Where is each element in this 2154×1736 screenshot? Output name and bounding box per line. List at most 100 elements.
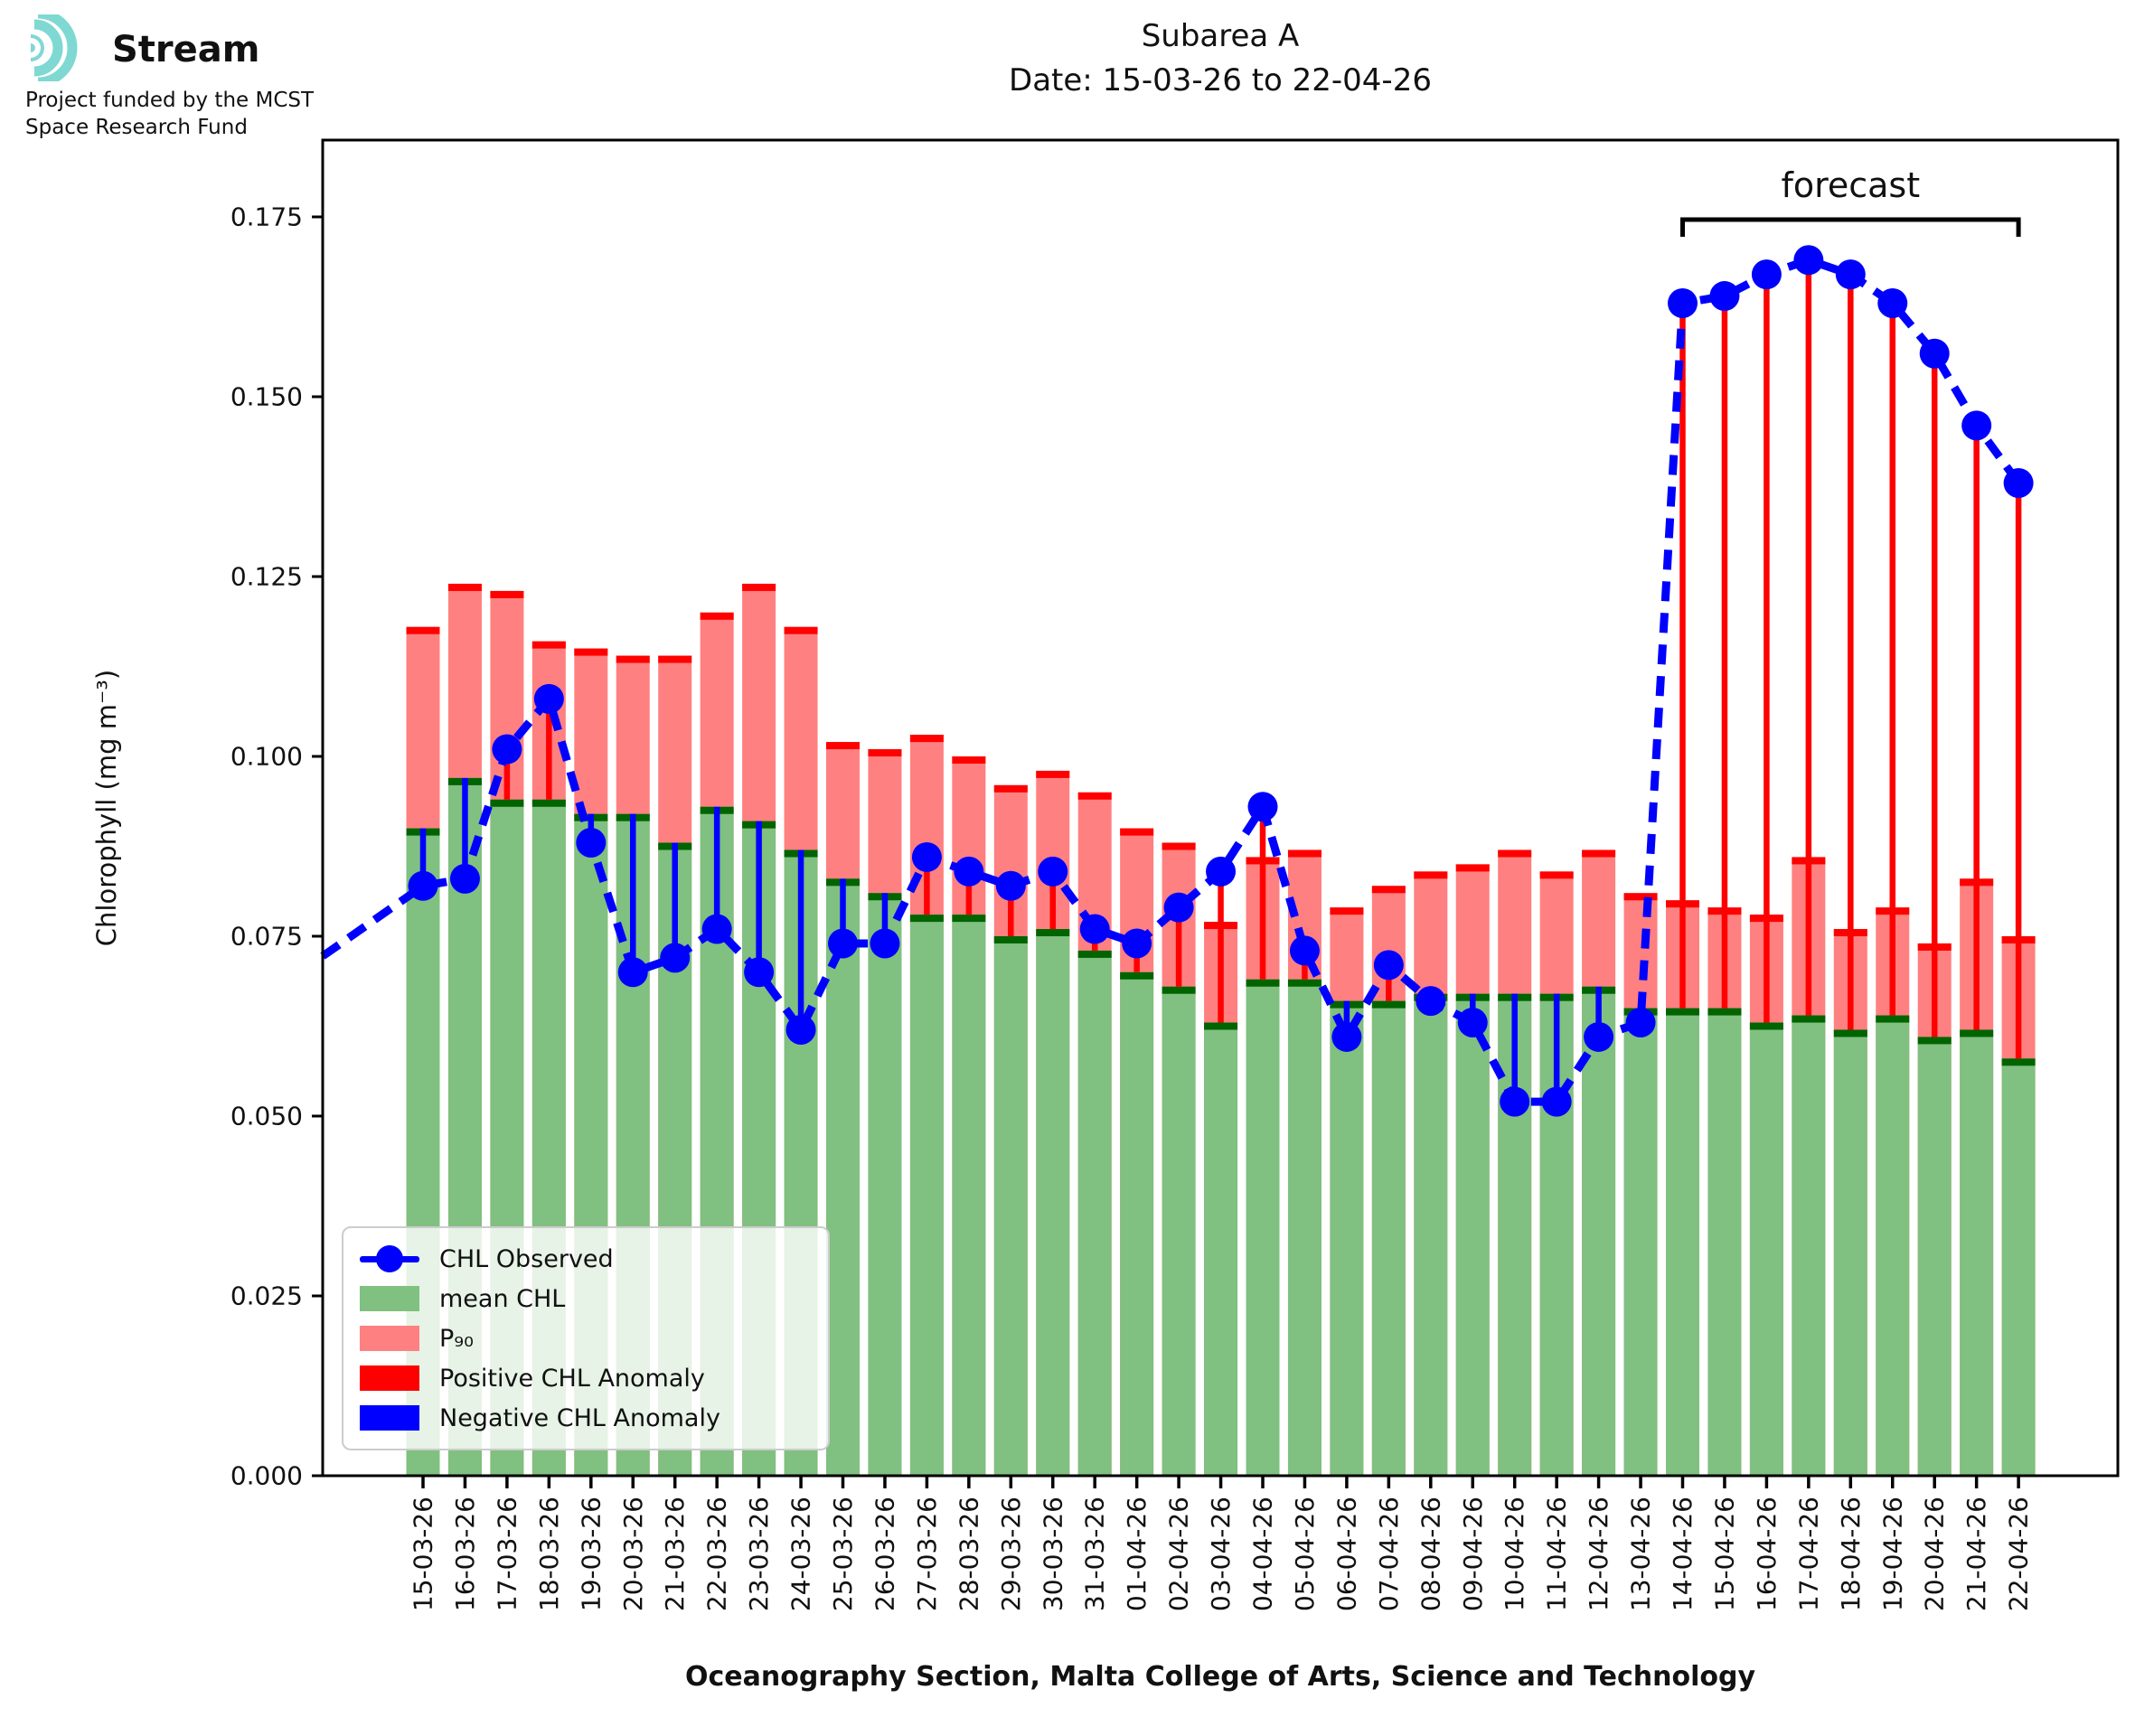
observed-point	[911, 841, 942, 872]
legend-line-dot-swatch	[360, 1245, 419, 1272]
mean-chl-bar	[1330, 1000, 1364, 1476]
observed-point	[1416, 986, 1446, 1017]
observed-point	[1247, 792, 1278, 822]
legend-patch-swatch	[360, 1326, 419, 1351]
x-tick-label: 06-04-26	[1331, 1497, 1361, 1611]
mean-chl-bar	[1707, 1008, 1742, 1476]
mean-chl-bar	[1833, 1029, 1867, 1476]
x-tick-label: 01-04-26	[1122, 1497, 1152, 1611]
mean-chl-bar	[826, 878, 860, 1476]
observed-point	[954, 856, 984, 887]
p90-cap	[952, 756, 986, 764]
x-tick-label: 17-03-26	[492, 1497, 522, 1611]
mean-chl-bar	[1455, 993, 1490, 1476]
legend-label: CHL Observed	[439, 1244, 614, 1273]
mean-chl-cap	[1120, 971, 1154, 980]
mean-chl-bar	[1414, 993, 1448, 1476]
mean-chl-bar	[1287, 979, 1322, 1476]
x-tick-label: 14-04-26	[1668, 1497, 1698, 1611]
p90-cap	[447, 583, 482, 591]
x-tick-label: 05-04-26	[1290, 1497, 1320, 1611]
legend-label: Positive CHL Anomaly	[439, 1364, 705, 1393]
mean-chl-cap	[1077, 950, 1112, 958]
p90-cap	[1077, 792, 1112, 800]
x-tick-label: 19-04-26	[1877, 1497, 1907, 1611]
observed-point	[2003, 468, 2034, 499]
observed-point	[701, 914, 732, 944]
mean-chl-cap	[490, 799, 524, 807]
mean-chl-bar	[1623, 1008, 1658, 1476]
legend-patch-swatch	[360, 1365, 419, 1391]
forecast-label: forecast	[1781, 165, 1920, 205]
y-tick-label: 0.100	[230, 742, 303, 772]
mean-chl-bar	[1960, 1029, 1994, 1476]
legend-item-1: mean CHL	[360, 1279, 812, 1318]
p90-cap	[1623, 893, 1658, 901]
observed-point	[1038, 856, 1068, 887]
mean-chl-bar	[2001, 1058, 2036, 1476]
observed-point	[492, 734, 522, 765]
x-tick-label: 19-03-26	[576, 1497, 606, 1611]
x-tick-label: 16-03-26	[450, 1497, 480, 1611]
y-tick-label: 0.000	[230, 1461, 303, 1491]
observed-point	[617, 957, 648, 988]
logo-subtitle-1: Project funded by the MCST	[25, 89, 315, 112]
chart-title-line2: Date: 15-03-26 to 22-04-26	[1009, 62, 1432, 99]
x-tick-label: 30-03-26	[1038, 1497, 1068, 1611]
observed-point	[1793, 245, 1824, 276]
legend-label: Negative CHL Anomaly	[439, 1403, 720, 1432]
mean-chl-cap	[1162, 986, 1196, 994]
x-tick-label: 15-04-26	[1709, 1497, 1739, 1611]
observed-point	[1877, 288, 1908, 319]
legend-label: mean CHL	[439, 1284, 566, 1313]
brand-name: Stream	[112, 29, 260, 70]
mean-chl-bar	[1792, 1015, 1826, 1476]
x-tick-label: 28-03-26	[954, 1497, 983, 1611]
x-tick-label: 23-03-26	[744, 1497, 774, 1611]
p90-cap	[1287, 849, 1322, 858]
mean-chl-bar	[909, 915, 944, 1476]
legend-label: P₉₀	[439, 1324, 474, 1353]
mean-chl-bar	[1582, 986, 1616, 1476]
observed-point	[1079, 914, 1110, 944]
legend-item-0: CHL Observed	[360, 1239, 812, 1279]
legend-patch-swatch	[360, 1286, 419, 1311]
observed-point	[533, 683, 564, 714]
mean-chl-bar	[1876, 1015, 1910, 1476]
x-tick-label: 08-04-26	[1416, 1497, 1445, 1611]
mean-chl-bar	[952, 915, 986, 1476]
y-tick-label: 0.025	[230, 1281, 303, 1311]
mean-chl-cap	[1833, 1029, 1867, 1037]
x-tick-label: 02-04-26	[1164, 1497, 1194, 1611]
observed-point	[828, 928, 858, 959]
y-tick-label: 0.175	[230, 202, 303, 232]
observed-point	[1751, 259, 1782, 290]
observed-line	[320, 256, 2022, 1106]
legend-item-3: Positive CHL Anomaly	[360, 1358, 812, 1398]
observed-point	[576, 828, 607, 859]
p90-cap	[742, 583, 776, 591]
p90-cap	[490, 590, 524, 598]
observed-point	[1625, 1008, 1656, 1038]
p90-cap	[826, 742, 860, 750]
observed-point	[1373, 950, 1404, 981]
p90-cap	[993, 784, 1028, 793]
mean-chl-bar	[1246, 979, 1280, 1476]
observed-point	[1584, 1021, 1614, 1052]
mean-chl-cap	[1917, 1037, 1952, 1045]
stream-logo: Stream Project funded by the MCST Space …	[25, 8, 315, 141]
mean-chl-cap	[531, 799, 566, 807]
p90-cap	[1498, 849, 1532, 858]
observed-point	[660, 943, 691, 973]
mean-chl-bar	[1666, 1008, 1699, 1476]
mean-chl-bar	[868, 893, 902, 1476]
chart-legend: CHL Observed mean CHL P₉₀ Positive CHL Anom…	[342, 1226, 830, 1450]
mean-chl-bar	[1371, 1000, 1406, 1476]
mean-chl-cap	[909, 915, 944, 923]
x-tick-label: 20-03-26	[618, 1497, 648, 1611]
p90-cap	[784, 626, 818, 634]
p90-cap	[868, 749, 902, 757]
p90-cap	[574, 648, 608, 656]
mean-chl-bar	[1120, 971, 1154, 1476]
